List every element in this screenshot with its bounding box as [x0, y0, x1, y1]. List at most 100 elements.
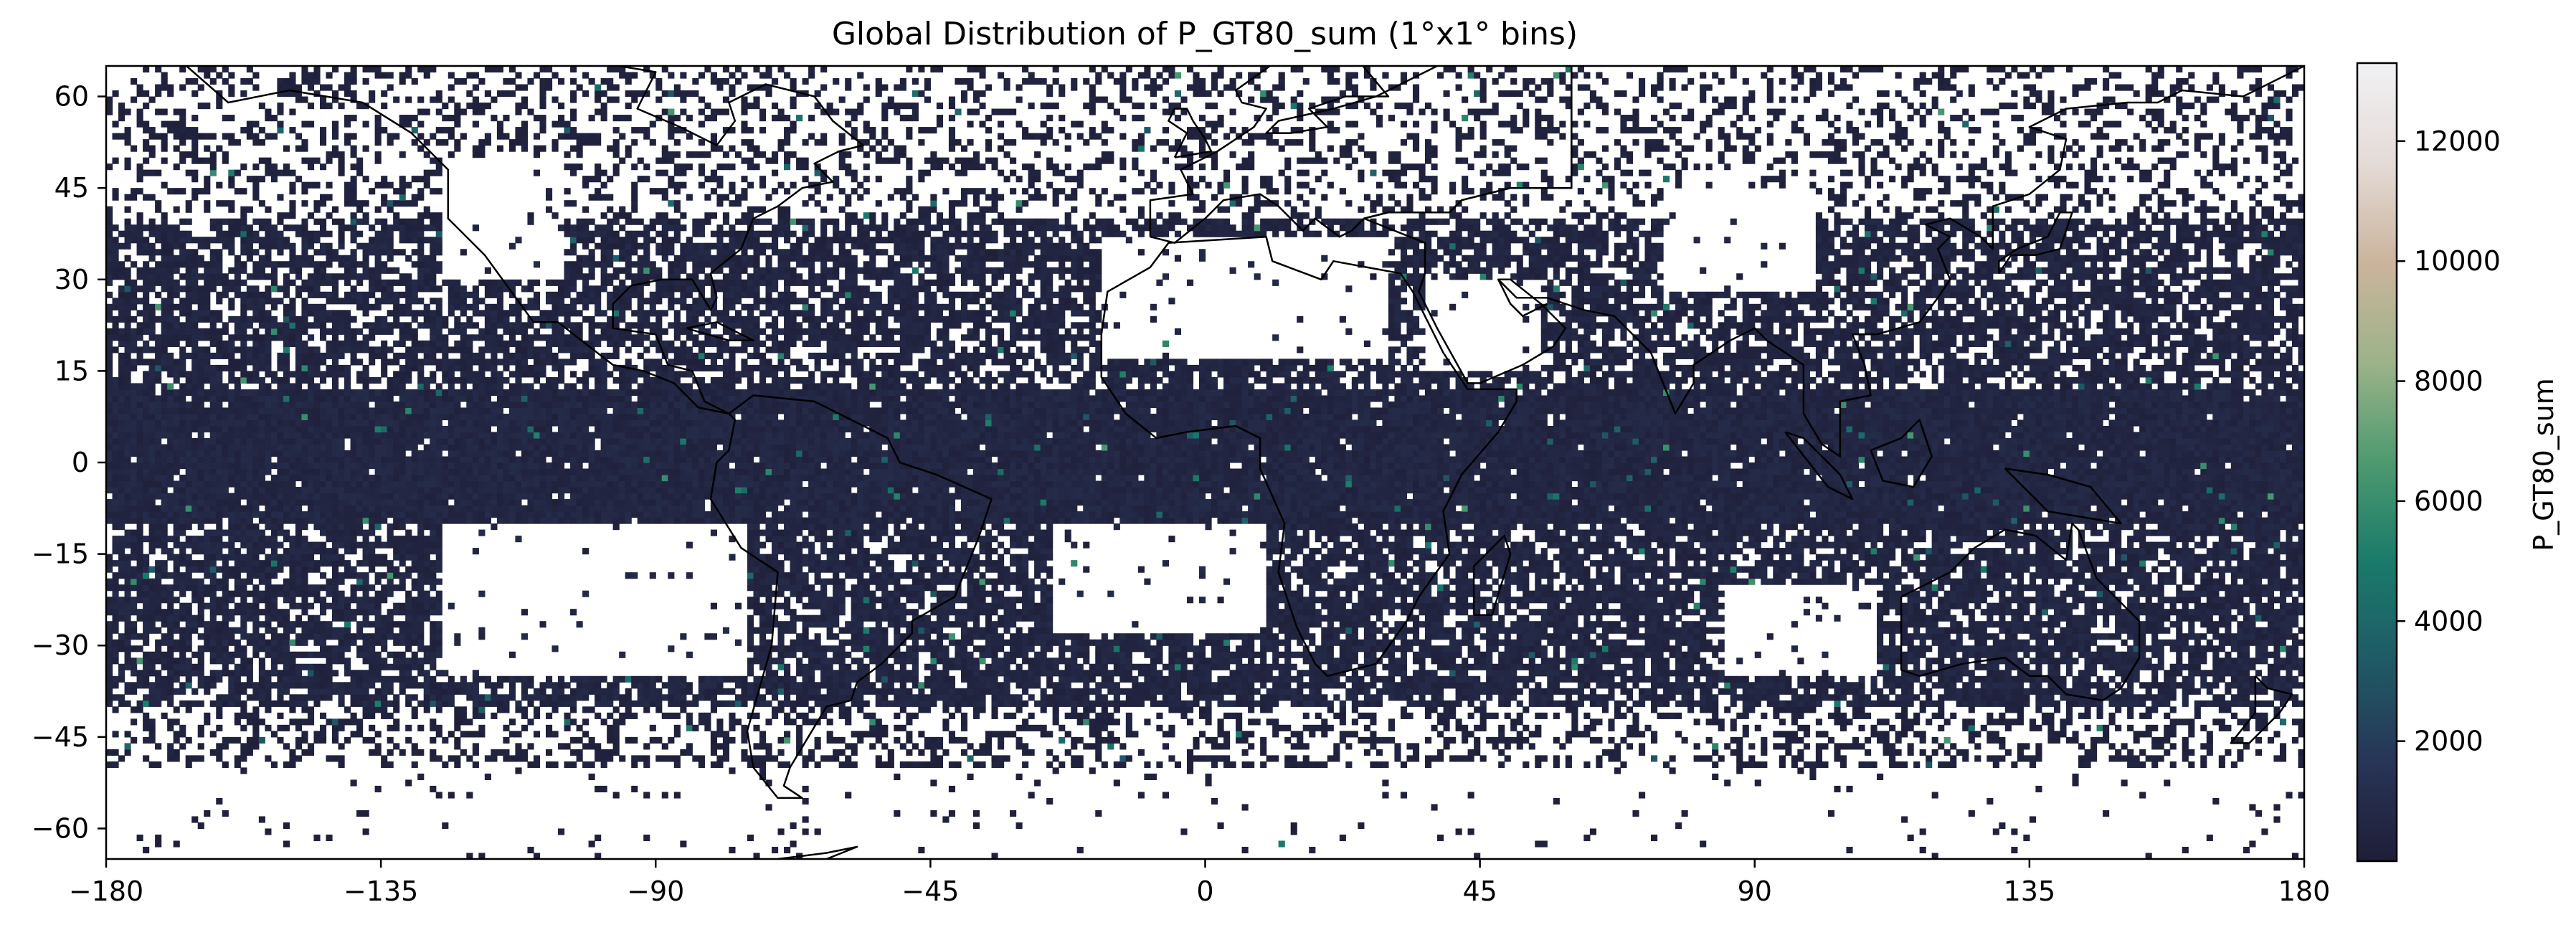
- heatmap-cell: [497, 701, 503, 707]
- heatmap-cell: [1700, 694, 1706, 701]
- heatmap-cell: [1908, 688, 1914, 695]
- heatmap-cell: [772, 694, 778, 701]
- heatmap-cell: [668, 645, 674, 652]
- heatmap-cell: [1010, 731, 1016, 737]
- heatmap-cell: [1187, 682, 1193, 688]
- heatmap-cell: [1236, 718, 1242, 725]
- heatmap-cell: [2280, 743, 2286, 749]
- heatmap-cell: [1687, 658, 1694, 664]
- heatmap-cell: [2249, 804, 2255, 810]
- heatmap-cell: [363, 694, 369, 701]
- heatmap-cell: [1468, 633, 1474, 640]
- heatmap-cell: [1401, 694, 1407, 701]
- heatmap-cell: [332, 670, 338, 676]
- heatmap-cell: [369, 658, 375, 664]
- heatmap-cell: [1981, 676, 1987, 683]
- heatmap-cell: [2011, 847, 2017, 853]
- heatmap-cell: [1730, 701, 1737, 707]
- heatmap-cell: [1083, 688, 1089, 695]
- heatmap-cell: [2146, 658, 2152, 664]
- heatmap-cell: [686, 701, 693, 707]
- heatmap-cell: [1956, 670, 1963, 676]
- heatmap-cell: [1199, 658, 1206, 664]
- heatmap-cell: [1046, 798, 1053, 805]
- heatmap-cell: [1974, 755, 1981, 761]
- heatmap-cell: [1126, 658, 1132, 664]
- heatmap-cell: [118, 615, 125, 622]
- heatmap-cell: [1162, 743, 1169, 749]
- heatmap-cell: [2182, 645, 2189, 652]
- heatmap-cell: [1535, 761, 1541, 768]
- heatmap-cell: [1791, 737, 1798, 744]
- heatmap-cell: [2085, 725, 2091, 731]
- heatmap-cell: [2085, 664, 2091, 670]
- heatmap-cell: [198, 731, 204, 737]
- heatmap-cell: [949, 688, 955, 695]
- heatmap-cell: [1535, 633, 1541, 640]
- heatmap-cell: [393, 664, 399, 670]
- heatmap-cell: [2011, 627, 2017, 634]
- heatmap-cell: [1102, 645, 1108, 652]
- heatmap-cell: [1028, 645, 1035, 652]
- heatmap-cell: [1138, 792, 1145, 798]
- heatmap-cell: [1834, 749, 1840, 756]
- heatmap-cell: [1065, 670, 1071, 676]
- heatmap-cell: [2072, 682, 2078, 688]
- heatmap-cell: [1700, 633, 1706, 640]
- heatmap-cell: [973, 670, 980, 676]
- heatmap-cell: [143, 713, 149, 719]
- heatmap-cell: [2170, 718, 2177, 725]
- heatmap-cell: [711, 676, 717, 683]
- heatmap-cell: [955, 761, 961, 768]
- heatmap-cell: [375, 701, 382, 707]
- heatmap-cell: [1682, 627, 1688, 634]
- heatmap-cell: [1236, 694, 1242, 701]
- heatmap-cell: [308, 706, 314, 713]
- heatmap-cell: [399, 640, 406, 646]
- heatmap-cell: [1535, 640, 1541, 646]
- heatmap-cell: [2047, 621, 2054, 627]
- heatmap-cell: [344, 682, 351, 688]
- heatmap-cell: [2035, 701, 2042, 707]
- heatmap-cell: [577, 737, 583, 744]
- heatmap-cell: [2134, 761, 2140, 768]
- heatmap-cell: [167, 621, 174, 627]
- heatmap-cell: [167, 652, 174, 658]
- heatmap-cell: [1566, 670, 1572, 676]
- heatmap-cell: [216, 676, 222, 683]
- heatmap-cell: [2078, 645, 2085, 652]
- heatmap-cell: [1162, 664, 1169, 670]
- heatmap-cell: [1291, 694, 1297, 701]
- heatmap-cell: [1022, 701, 1028, 707]
- heatmap-cell: [2127, 621, 2134, 627]
- heatmap-cell: [1743, 688, 1749, 695]
- heatmap-cell: [1187, 701, 1193, 707]
- heatmap-cell: [1193, 658, 1199, 664]
- heatmap-cell: [1126, 694, 1132, 701]
- heatmap-cell: [1456, 621, 1462, 627]
- heatmap-cell: [137, 701, 143, 707]
- heatmap-cell: [381, 676, 387, 683]
- heatmap-cell: [1028, 664, 1035, 670]
- heatmap-cell: [668, 713, 674, 719]
- heatmap-cell: [2030, 688, 2036, 695]
- heatmap-cell: [1657, 645, 1664, 652]
- heatmap-cell: [753, 645, 759, 652]
- heatmap-cell: [1053, 713, 1059, 719]
- heatmap-cell: [1566, 706, 1572, 713]
- heatmap-cell: [863, 615, 870, 622]
- heatmap-cell: [1010, 810, 1016, 817]
- heatmap-cell: [405, 670, 412, 676]
- heatmap-cell: [595, 676, 601, 683]
- heatmap-cell: [1413, 755, 1419, 761]
- heatmap-cell: [1901, 706, 1908, 713]
- heatmap-cell: [845, 792, 851, 798]
- heatmap-cell: [2237, 755, 2243, 761]
- heatmap-cell: [1529, 676, 1535, 683]
- heatmap-cell: [906, 737, 912, 744]
- heatmap-cell: [1913, 621, 1920, 627]
- heatmap-cell: [808, 615, 815, 622]
- heatmap-cell: [393, 658, 399, 664]
- heatmap-cell: [747, 615, 754, 622]
- heatmap-cells: [106, 66, 2305, 860]
